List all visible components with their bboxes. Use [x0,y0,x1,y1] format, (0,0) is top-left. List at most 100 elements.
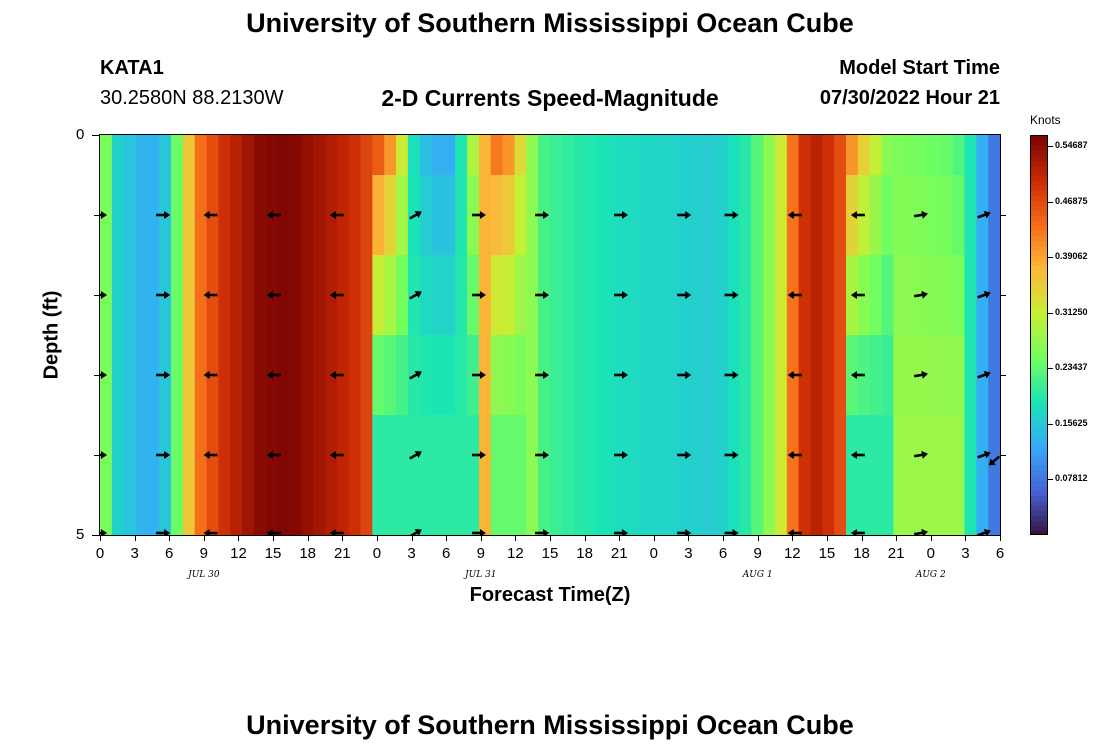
colorbar-band [1031,276,1047,282]
heatmap-cell [703,495,717,535]
heatmap-cell [798,135,812,176]
colorbar-band [1031,531,1047,534]
heatmap-cell [289,415,302,496]
heatmap-cell [692,335,705,416]
heatmap-cell [431,415,445,496]
heatmap-cell [976,495,989,535]
colorbar-band [1031,376,1047,382]
station-id: KATA1 [100,57,164,79]
heatmap-cell [289,335,302,416]
heatmap-cell [301,415,314,496]
heatmap-cell [905,175,918,256]
colorbar-band [1031,481,1047,487]
heatmap-cell [194,135,208,176]
heatmap-cell [526,135,539,176]
colorbar-band [1031,186,1047,192]
colorbar-band [1031,191,1047,197]
current-arrow [913,528,928,535]
heatmap-cell [171,335,184,416]
colorbar-band [1031,196,1047,202]
heatmap-cell [502,175,516,256]
heatmap-cell [443,175,456,256]
x-tick-label: 15 [541,545,559,562]
heatmap-cell [822,175,835,256]
y-tick-mark [1000,295,1006,296]
heatmap-cell [242,255,255,336]
x-tick-mark [757,535,759,541]
heatmap-cell [289,495,302,535]
current-arrow [535,529,550,535]
current-arrow [787,371,802,379]
date-label: JUL 30 [188,570,220,580]
heatmap-cell [502,335,516,416]
heatmap-cell [253,415,267,496]
heatmap-cell [111,495,125,535]
heatmap-cell [325,135,338,176]
heatmap-cell [952,335,966,416]
heatmap-cell [964,495,977,535]
colorbar-band [1031,496,1047,502]
heatmap-cell [668,135,681,176]
current-arrow [100,451,107,459]
heatmap-cell [455,135,468,176]
colorbar-tick-label: 0.39062 [1055,251,1088,262]
colorbar-tick-mark [1048,257,1053,259]
heatmap-cell [656,335,670,416]
heatmap-cell [194,175,208,256]
current-arrow [535,291,550,299]
heatmap-cell [715,135,729,176]
heatmap-cell [396,175,409,256]
heatmap-cell [277,255,291,336]
heatmap-cell [715,255,729,336]
x-tick-mark [480,535,482,541]
heatmap-cell [171,135,184,176]
current-arrow [535,451,550,459]
colorbar-band [1031,156,1047,162]
current-arrow [977,210,991,219]
heatmap-cell [632,175,646,256]
colorbar-band [1031,171,1047,177]
heatmap-cell [893,495,906,535]
heatmap-cell [372,495,385,535]
heatmap-cell [988,335,1000,416]
heatmap-cell [692,175,705,256]
current-arrow [614,211,629,219]
x-tick-mark [826,535,828,541]
colorbar-tick-label: 0.23437 [1055,362,1088,373]
heatmap-cell [739,415,752,496]
current-arrow [614,371,629,379]
heatmap-cell [905,495,918,535]
heatmap-cell [253,255,267,336]
heatmap-cell [253,175,267,256]
heatmap-cell [988,495,1000,535]
heatmap-cell [763,335,776,416]
heatmap-cell [538,135,551,176]
colorbar-band [1031,251,1047,257]
heatmap-cell [396,415,409,496]
heatmap-cell [561,255,575,336]
heatmap-cell [360,175,373,256]
colorbar-unit-label: Knots [1030,113,1061,127]
colorbar-band [1031,461,1047,467]
heatmap-cell [940,175,954,256]
heatmap-cell [573,335,587,416]
heatmap-cell [443,255,456,336]
heatmap-cell [668,175,681,256]
colorbar-band [1031,396,1047,402]
heatmap-cell [360,255,373,336]
heatmap-cell [881,135,895,176]
x-tick-mark [653,535,655,541]
heatmap-cell [372,135,385,176]
heatmap-cell [111,415,125,496]
heatmap-cell [372,255,385,336]
heatmap-cell [988,175,1000,256]
heatmap-cell [881,415,895,496]
heatmap-cell [869,175,883,256]
heatmap-cell [739,135,752,176]
heatmap-cell [703,335,717,416]
colorbar-tick-mark [1048,146,1053,148]
current-arrow [203,371,218,379]
heatmap-cell [810,175,823,256]
heatmap-cell [905,135,918,176]
heatmap-cell [253,135,267,176]
